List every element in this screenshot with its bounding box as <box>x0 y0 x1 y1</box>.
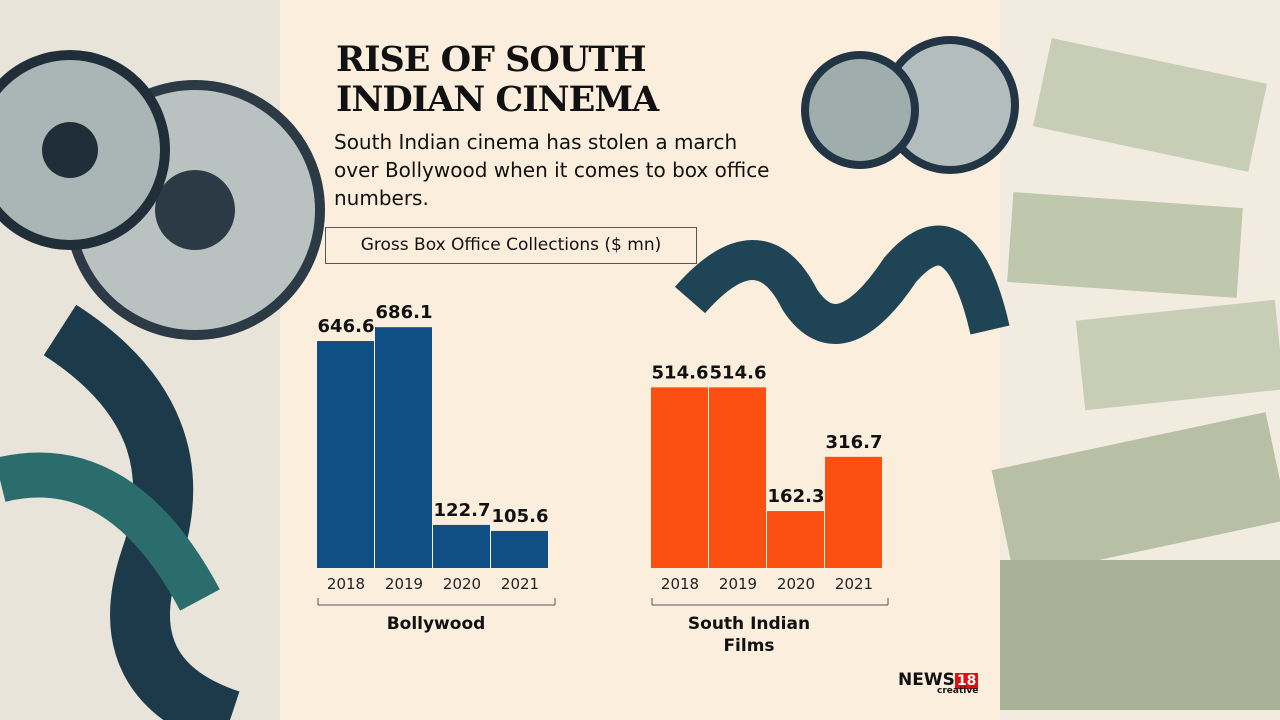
bar <box>375 327 432 568</box>
unit-label: Gross Box Office Collections ($ mn) <box>325 227 697 264</box>
logo-number: 18 <box>954 673 979 689</box>
x-tick-label: 2020 <box>777 575 815 593</box>
logo-tag: creative <box>937 686 979 696</box>
x-axis-label: South Indian Films <box>687 614 811 656</box>
value-label: 105.6 <box>492 506 549 527</box>
x-tick-label: 2020 <box>443 575 481 593</box>
x-tick-label: 2021 <box>501 575 539 593</box>
value-label: 514.6 <box>652 362 709 383</box>
x-tick-label: 2019 <box>719 575 757 593</box>
right-decoration <box>991 0 1280 720</box>
value-label: 316.7 <box>826 432 883 453</box>
bar <box>433 524 490 568</box>
bar <box>767 511 824 568</box>
value-label: 122.7 <box>434 500 491 521</box>
subtitle: South Indian cinema has stolen a march o… <box>334 130 770 210</box>
bar <box>709 387 766 568</box>
logo-brand: NEWS <box>898 670 955 690</box>
x-axis-label: Bollywood <box>386 614 486 634</box>
reel-decoration <box>674 36 1019 344</box>
logo: NEWS 18 creative <box>898 670 979 696</box>
bar <box>651 387 708 568</box>
x-tick-label: 2018 <box>327 575 365 593</box>
bar <box>317 341 374 568</box>
left-decoration <box>0 0 325 720</box>
title: RISE OF SOUTH INDIAN CINEMA <box>336 39 659 120</box>
x-tick-label: 2018 <box>661 575 699 593</box>
bar <box>825 456 882 568</box>
value-label: 162.3 <box>768 486 825 507</box>
x-tick-label: 2021 <box>835 575 873 593</box>
value-label: 686.1 <box>376 302 433 323</box>
value-label: 646.6 <box>318 316 375 337</box>
x-tick-label: 2019 <box>385 575 423 593</box>
value-label: 514.6 <box>710 362 767 383</box>
bar <box>491 530 548 568</box>
